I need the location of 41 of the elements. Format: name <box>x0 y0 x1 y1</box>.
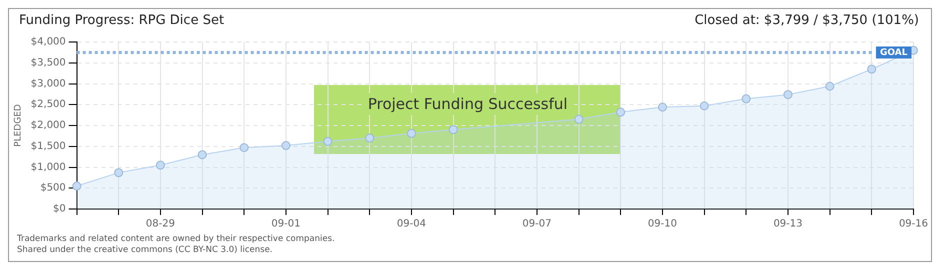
x-tick-label: 09-13 <box>773 218 802 230</box>
point <box>574 114 584 124</box>
text: Trademarks and related content are owned by their respective companies. <box>17 234 336 245</box>
point <box>72 182 82 191</box>
point <box>323 136 332 146</box>
point <box>281 141 290 150</box>
y-tick-label: $1,000 <box>30 162 66 173</box>
point <box>825 82 834 91</box>
point <box>448 125 458 134</box>
text: Shared under the creative commons (CC BY-NC 3.0) license. <box>17 245 274 256</box>
y-axis-title: PLEDGED <box>14 104 24 147</box>
chart-subtitle: Closed at: $3,799 / $3,750 (101%) <box>694 13 919 30</box>
x-tick-label: 09-04 <box>396 218 426 230</box>
x-tick-label: 08-29 <box>146 218 175 230</box>
y-tick-label: $0 <box>53 204 66 215</box>
point <box>406 128 416 138</box>
y-tick-label: $2,500 <box>30 99 66 110</box>
point <box>616 108 626 117</box>
point <box>198 150 207 160</box>
point <box>156 160 165 170</box>
y-tick-label: $1,500 <box>30 140 66 152</box>
point <box>114 168 124 178</box>
point <box>742 94 751 104</box>
y-tick-label: $500 <box>40 182 66 194</box>
point <box>365 134 374 143</box>
ref-line-label: GOAL <box>880 48 908 58</box>
x-tick-label: 09-01 <box>271 218 300 230</box>
chart-title: Funding Progress: RPG Dice Set <box>19 13 224 30</box>
y-tick-label: $4,000 <box>30 36 66 48</box>
x-tick-label: 09-07 <box>522 218 552 230</box>
point <box>867 64 876 74</box>
point <box>700 101 709 110</box>
y-tick-label: $3,500 <box>30 57 66 68</box>
x-tick-label: 09-10 <box>648 218 677 230</box>
y-tick-label: $2,000 <box>30 120 66 132</box>
y-tick-label: $3,000 <box>30 78 66 90</box>
annotation: Project Funding Successful <box>362 93 574 116</box>
point <box>783 90 792 100</box>
x-tick-label: 09-16 <box>898 218 928 230</box>
point <box>240 143 249 152</box>
point <box>658 102 667 112</box>
